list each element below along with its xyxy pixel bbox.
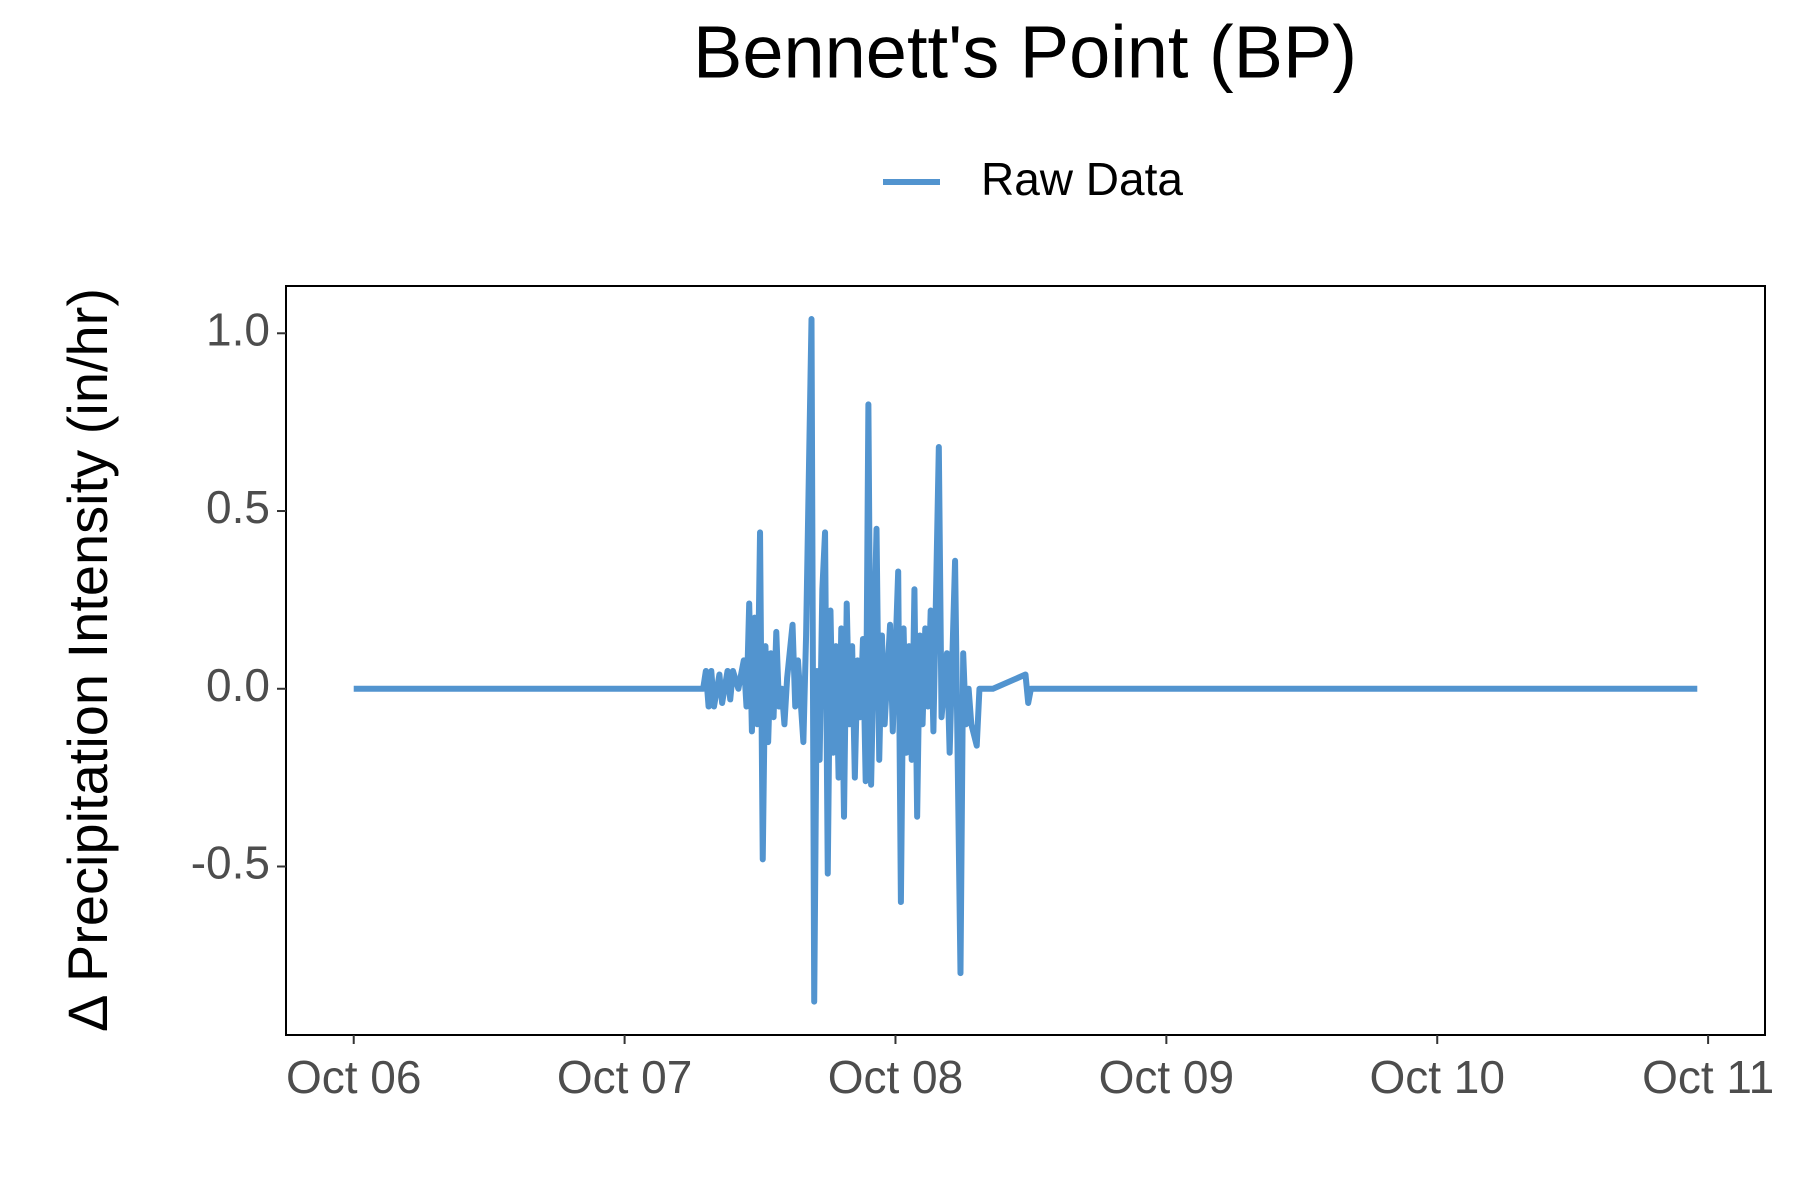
x-tick-label: Oct 09	[1099, 1051, 1235, 1103]
x-tick-label: Oct 11	[1642, 1051, 1774, 1103]
y-tick-label: 1.0	[206, 303, 270, 355]
legend-label: Raw Data	[981, 153, 1183, 205]
y-axis-label: Δ Precipitation Intensity (in/hr)	[56, 288, 119, 1032]
x-tick-label: Oct 10	[1369, 1051, 1505, 1103]
x-tick-label: Oct 06	[286, 1051, 422, 1103]
x-tick-label: Oct 07	[557, 1051, 693, 1103]
data-line	[353, 316, 1698, 1005]
chart-title: Bennett's Point (BP)	[693, 11, 1357, 94]
y-tick-label: 0.0	[206, 659, 270, 711]
plot-frame	[285, 285, 1766, 1036]
y-tick-label: 0.5	[206, 481, 270, 533]
y-tick-label: -0.5	[191, 837, 270, 889]
x-tick-label: Oct 08	[828, 1051, 964, 1103]
